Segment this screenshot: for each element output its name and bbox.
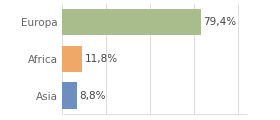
Bar (62, 45, 82, 72)
Text: 11,8%: 11,8% (85, 54, 118, 64)
Text: 8,8%: 8,8% (79, 91, 106, 101)
Bar (62, 9, 201, 35)
Bar (62, 82, 77, 109)
Text: 79,4%: 79,4% (204, 17, 237, 27)
